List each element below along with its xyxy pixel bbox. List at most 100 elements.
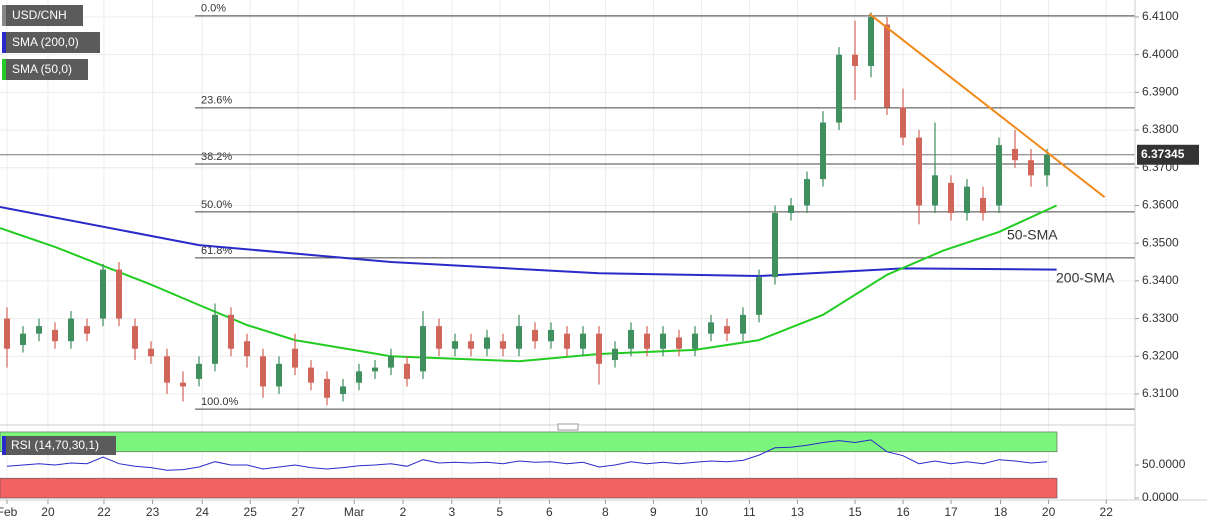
candle-body	[260, 356, 266, 387]
candle-body	[68, 318, 74, 342]
candle-body	[548, 329, 554, 342]
candle-body	[836, 54, 842, 123]
fib-label: 0.0%	[201, 3, 226, 15]
candle-body	[228, 314, 234, 349]
legend-swatch	[2, 32, 6, 53]
candle-body	[788, 205, 794, 214]
y-tick-label: 6.3100	[1142, 386, 1179, 400]
candle-body	[4, 318, 10, 349]
candle-body	[948, 182, 954, 214]
fib-label: 100.0%	[201, 396, 239, 408]
x-tick-label: 8	[602, 505, 609, 519]
y-tick-label: 6.3600	[1142, 198, 1179, 212]
candle-body	[100, 269, 106, 319]
sma-line	[0, 204, 1058, 363]
y-tick-label: 6.3200	[1142, 348, 1179, 362]
legend-box[interactable]	[2, 32, 100, 53]
candle-body	[628, 329, 634, 349]
candle-body	[244, 341, 250, 357]
candle-body	[484, 337, 490, 349]
candle-body	[740, 314, 746, 334]
candle-body	[420, 326, 426, 372]
candle-body	[516, 326, 522, 349]
candle-body	[708, 322, 714, 334]
candle-body	[676, 337, 682, 349]
sma-label: 50-SMA	[1007, 227, 1058, 243]
rsi-label: RSI (14,70,30,1)	[11, 438, 99, 452]
x-tick-label: 22	[1100, 505, 1114, 519]
candle-body	[916, 137, 922, 206]
candle-body	[116, 269, 122, 319]
candle-body	[820, 122, 826, 180]
candle-body	[84, 326, 90, 334]
pane-handle[interactable]	[557, 423, 579, 431]
fib-label: 23.6%	[201, 95, 232, 107]
candle-body	[804, 179, 810, 206]
fib-label: 50.0%	[201, 199, 232, 211]
candle-body	[372, 367, 378, 372]
x-tick-label: 9	[650, 505, 657, 519]
candle-body	[212, 314, 218, 364]
x-tick-label: 13	[791, 505, 805, 519]
candle-body	[36, 326, 42, 334]
candle-body	[580, 333, 586, 349]
candle-body	[132, 326, 138, 349]
x-tick-label: 25	[244, 505, 258, 519]
trend-line	[868, 13, 1106, 198]
candle-body	[868, 16, 874, 66]
x-tick-label: 17	[944, 505, 958, 519]
candle-body	[1044, 154, 1050, 176]
rsi-band	[0, 477, 1058, 499]
last-price-box	[1137, 144, 1199, 165]
rsi-line	[6, 439, 1048, 471]
candle-body	[388, 356, 394, 368]
legend-label: USD/CNH	[12, 8, 67, 22]
y-tick-label: 6.3800	[1142, 122, 1179, 136]
legend-box[interactable]	[2, 59, 88, 80]
candle-body	[164, 356, 170, 383]
candle-body	[772, 213, 778, 278]
x-tick-label: 24	[196, 505, 210, 519]
candle-body	[1028, 160, 1034, 176]
candle-body	[452, 341, 458, 349]
candle-body	[180, 382, 186, 387]
candle-body	[660, 333, 666, 349]
rsi-band	[0, 431, 1058, 453]
candle-body	[436, 326, 442, 349]
candle-body	[356, 371, 362, 383]
candle-body	[596, 333, 602, 364]
x-tick-label: 10	[695, 505, 709, 519]
legend-box[interactable]	[2, 436, 116, 455]
candle-body	[724, 326, 730, 334]
candle-body	[612, 348, 618, 361]
candle-body	[20, 333, 26, 345]
x-tick-label: 22	[97, 505, 111, 519]
candle-body	[324, 378, 330, 398]
candle-body	[276, 363, 282, 387]
sma-label: 200-SMA	[1056, 270, 1115, 286]
candle-body	[404, 363, 410, 379]
x-tick-label: 27	[292, 505, 306, 519]
candle-body	[900, 107, 906, 138]
legend-swatch	[2, 5, 6, 26]
x-tick-label: Mar	[344, 505, 365, 519]
y-tick-label: 6.3500	[1142, 235, 1179, 249]
candle-body	[52, 329, 58, 342]
legend-swatch	[2, 436, 6, 455]
candle-body	[756, 277, 762, 315]
legend-box[interactable]	[2, 5, 83, 26]
legend-swatch	[2, 59, 6, 80]
candle-body	[532, 329, 538, 342]
x-tick-label: 5	[496, 505, 503, 519]
rsi-tick-label: 0.0000	[1142, 490, 1179, 504]
candle-body	[148, 348, 154, 357]
candle-body	[564, 333, 570, 349]
rsi-tick-label: 50.0000	[1142, 457, 1186, 471]
candle-body	[644, 333, 650, 349]
candle-body	[692, 333, 698, 349]
last-price-label: 6.37345	[1141, 147, 1185, 161]
candle-body	[468, 341, 474, 349]
legend: USD/CNH SMA (200,0) SMA (50,0) RSI (14,7…	[2, 5, 116, 455]
main-layer: 0.0%23.6%38.2%50.0%61.8%100.0%	[0, 3, 1135, 499]
candle-body	[964, 186, 970, 214]
